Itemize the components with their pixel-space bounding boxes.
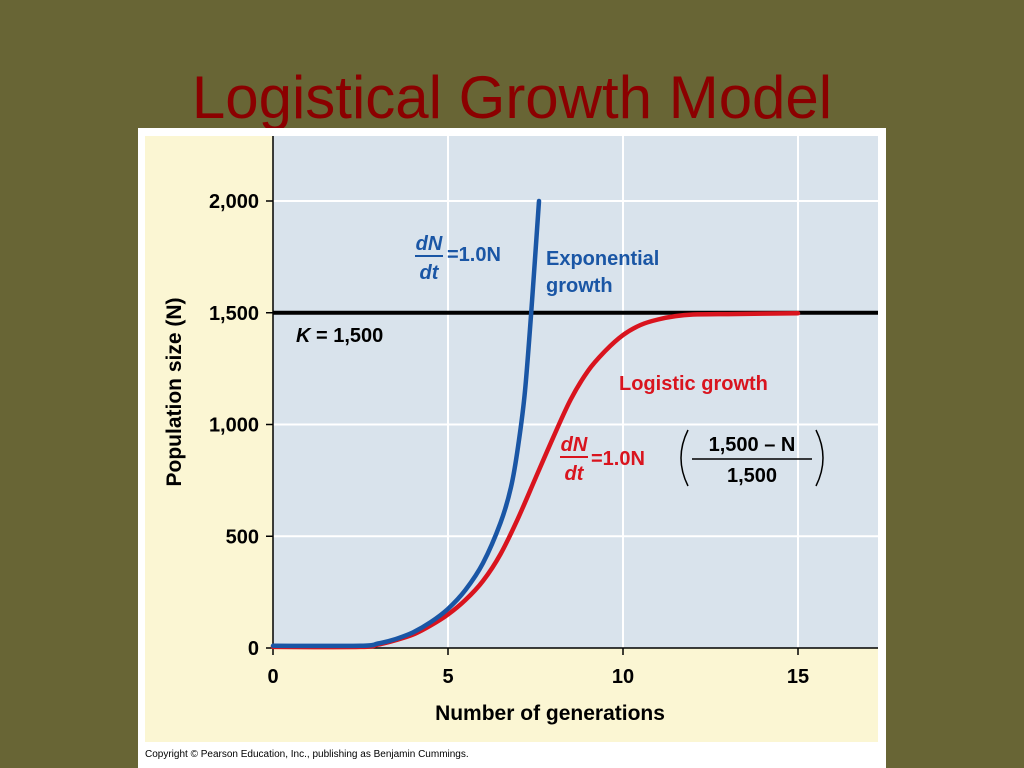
log-eq-numerator: dN <box>561 434 588 456</box>
x-tick-label: 15 <box>787 666 809 688</box>
k-symbol: K <box>296 325 312 347</box>
y-tick-label: 0 <box>248 638 259 660</box>
x-tick-label: 5 <box>442 666 453 688</box>
series-lines <box>270 198 878 650</box>
left-parenthesis <box>680 429 689 487</box>
exponential-label-line2: growth <box>546 275 613 297</box>
y-axis-label: Population size (N) <box>163 298 186 487</box>
exp-eq-denominator: dt <box>420 262 440 284</box>
right-parenthesis <box>815 429 824 487</box>
y-tick-label: 1,500 <box>209 303 259 325</box>
logistic-equation: dN dt =1.0N 1,500 – N 1,500 <box>560 429 824 487</box>
copyright-notice: Copyright © Pearson Education, Inc., pub… <box>145 749 469 760</box>
logistic-growth-chart: 0 5 10 15 0 500 1,000 1,500 2,000 Number of gene… <box>145 136 878 742</box>
carrying-capacity-label: K = 1,500 <box>296 325 383 347</box>
x-axis-label: Number of generations <box>435 702 665 725</box>
figure-panel: 0 5 10 15 0 500 1,000 1,500 2,000 Number of gene… <box>138 128 886 768</box>
x-tick-label: 10 <box>612 666 634 688</box>
exp-eq-rhs: =1.0N <box>447 244 501 266</box>
log-eq-fraction-bottom: 1,500 <box>727 465 777 487</box>
exponential-equation: dN dt =1.0N <box>415 233 501 284</box>
log-eq-rhs: =1.0N <box>591 448 645 470</box>
y-tick-label: 500 <box>226 526 259 548</box>
tick-labels: 0 5 10 15 0 500 1,000 1,500 2,000 <box>209 191 809 688</box>
exponential-growth-curve <box>270 198 542 649</box>
exp-eq-numerator: dN <box>416 233 443 255</box>
exponential-label-line1: Exponential <box>546 248 659 270</box>
logistic-label: Logistic growth <box>619 373 768 395</box>
y-tick-label: 1,000 <box>209 415 259 437</box>
log-eq-denominator: dt <box>565 463 585 485</box>
k-value: = 1,500 <box>310 325 383 347</box>
log-eq-fraction-top: 1,500 – N <box>709 434 796 456</box>
slide-title: Logistical Growth Model <box>191 64 833 131</box>
x-tick-label: 0 <box>267 666 278 688</box>
y-tick-label: 2,000 <box>209 191 259 213</box>
